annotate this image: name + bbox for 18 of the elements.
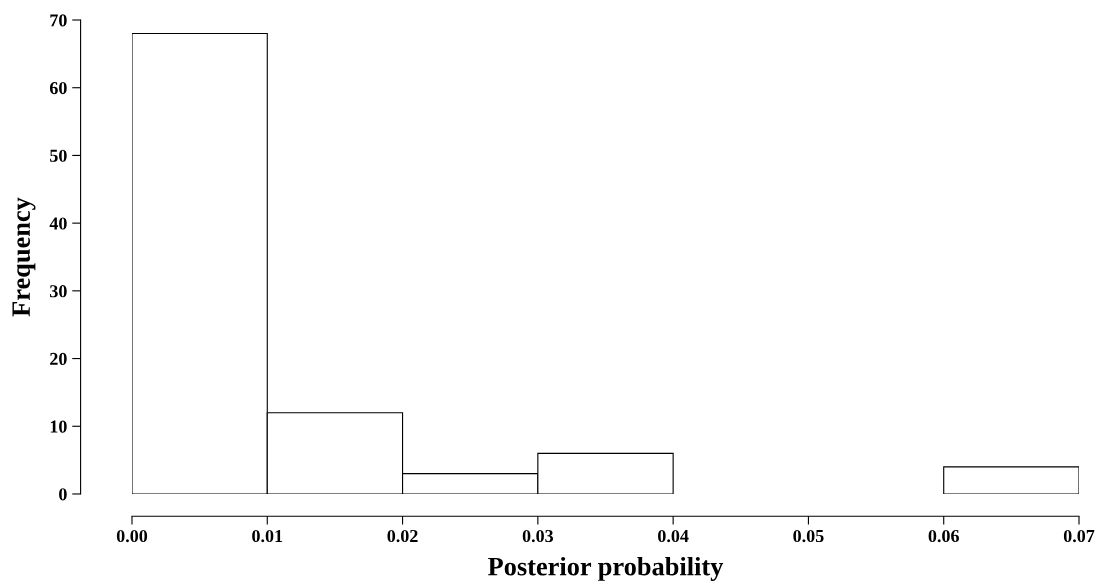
x-axis-title: Posterior probability [488, 556, 724, 581]
x-tick-label: 0.03 [522, 529, 554, 543]
x-tick-label: 0.04 [658, 529, 689, 543]
x-tick-label: 0.02 [387, 529, 418, 543]
x-tick-label: 0.06 [928, 529, 959, 543]
x-tick-label: 0.07 [1063, 529, 1095, 543]
y-tick-label: 70 [50, 14, 67, 27]
x-tick-label: 0.05 [793, 529, 824, 543]
y-tick-label: 20 [50, 352, 67, 365]
x-tick-label: 0.00 [116, 529, 148, 543]
y-tick-label: 30 [50, 285, 67, 298]
y-tick-label: 40 [49, 217, 67, 230]
y-tick-label: 0 [59, 488, 67, 501]
y-tick-label: 10 [50, 420, 67, 433]
y-tick-label: 50 [50, 149, 67, 162]
y-axis-title: Frequency [12, 197, 36, 317]
y-tick-label: 60 [49, 81, 67, 95]
x-tick-label: 0.01 [252, 529, 283, 543]
